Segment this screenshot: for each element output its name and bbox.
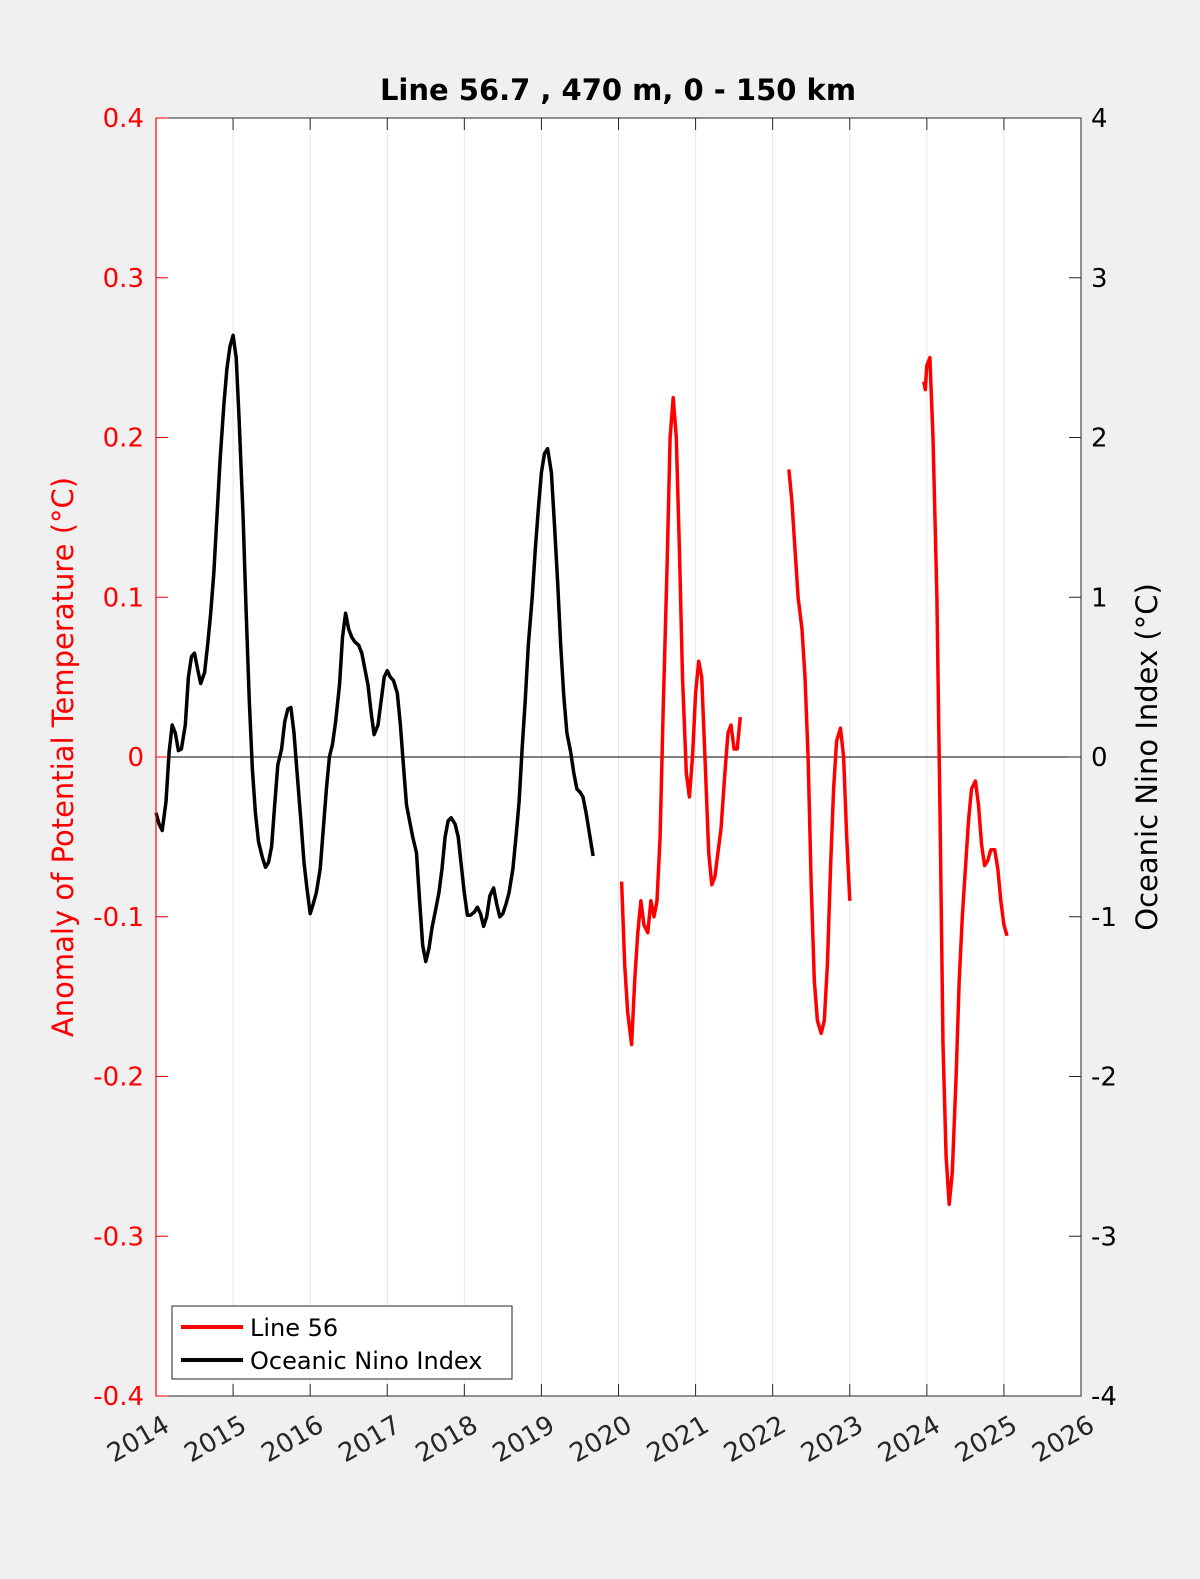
- y-right-tick-label: 2: [1091, 424, 1108, 454]
- y-right-tick-label: -3: [1091, 1222, 1117, 1252]
- legend-box: [171, 1305, 513, 1380]
- left-axis-label: Anomaly of Potential Temperature (°C): [46, 477, 80, 1037]
- series-line56-segment-1: [619, 395, 743, 1047]
- legend: Line 56 Oceanic Nino Index: [171, 1305, 513, 1380]
- y-right-tick-label: 0: [1091, 743, 1108, 773]
- y-left-tick-label: 0.4: [103, 104, 144, 134]
- chart-title: Line 56.7 , 470 m, 0 - 150 km: [380, 73, 856, 107]
- y-left-tick-label: -0.1: [93, 903, 144, 933]
- series-layer: [154, 333, 1009, 1207]
- y-left-tick-label: -0.2: [93, 1063, 144, 1093]
- y-right-tick-label: 1: [1091, 583, 1108, 613]
- legend-line56-label: Line 56: [250, 1314, 338, 1342]
- y-left-tick-label: -0.3: [93, 1222, 144, 1252]
- y-right-tick-label: 3: [1091, 264, 1108, 294]
- y-right-tick-label: -2: [1091, 1063, 1117, 1093]
- y-right-tick-label: 4: [1091, 104, 1108, 134]
- series-line56-segment-2: [787, 469, 852, 1036]
- y-left-tick-label: 0.3: [103, 264, 144, 294]
- y-left-tick-label: 0: [127, 743, 144, 773]
- y-right-tick-label: -4: [1091, 1382, 1117, 1412]
- legend-oni-label: Oceanic Nino Index: [250, 1347, 482, 1375]
- series-oni-line: [154, 333, 595, 964]
- y-left-tick-label: -0.4: [93, 1382, 144, 1412]
- y-left-tick-label: 0.1: [103, 583, 144, 613]
- right-axis-label: Oceanic Nino Index (°C): [1130, 583, 1164, 931]
- y-left-tick-label: 0.2: [103, 424, 144, 454]
- y-right-tick-label: -1: [1091, 903, 1117, 933]
- series-line56-segment-3: [922, 355, 1009, 1207]
